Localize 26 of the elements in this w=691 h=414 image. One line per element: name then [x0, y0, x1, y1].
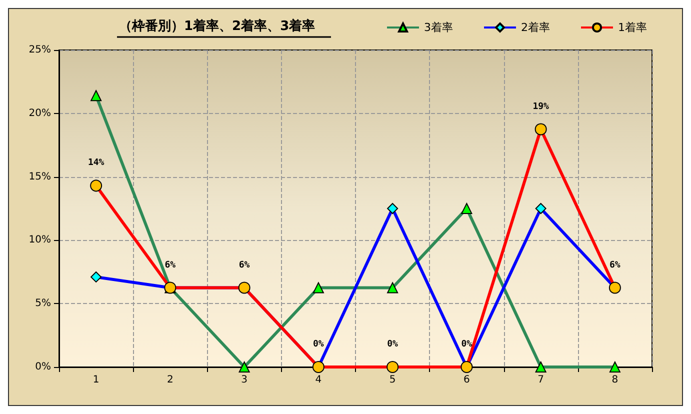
x-tick-label: 3 — [241, 374, 248, 386]
data-label: 0% — [313, 340, 324, 350]
data-label: 6% — [238, 260, 250, 270]
legend-label: 1着率 — [618, 21, 647, 34]
y-tick-label: 10% — [28, 234, 51, 246]
x-tick-label: 7 — [538, 374, 544, 386]
x-tick-label: 1 — [92, 374, 100, 386]
x-tick-label: 5 — [389, 374, 396, 386]
x-tick-label: 4 — [315, 374, 322, 386]
data-label: 0% — [461, 340, 473, 350]
data-label: 6% — [164, 260, 176, 270]
data-label: 14% — [88, 158, 105, 168]
x-tick-label: 8 — [612, 374, 618, 386]
x-tick-label: 2 — [167, 374, 174, 386]
y-tick-label: 25% — [28, 44, 51, 56]
data-label: 19% — [532, 102, 550, 112]
legend-label: 3着率 — [424, 21, 454, 34]
data-label: 0% — [387, 340, 399, 350]
y-tick-label: 20% — [28, 108, 51, 119]
y-tick-label: 15% — [28, 171, 51, 182]
y-tick-label: 5% — [35, 298, 51, 310]
data-label: 6% — [610, 260, 621, 270]
chart-title: （枠番別）1着率、2着率、3着率 — [119, 18, 316, 34]
y-tick-label: 0% — [35, 362, 51, 372]
legend-label: 2着率 — [521, 21, 550, 34]
x-tick-label: 6 — [464, 374, 470, 386]
